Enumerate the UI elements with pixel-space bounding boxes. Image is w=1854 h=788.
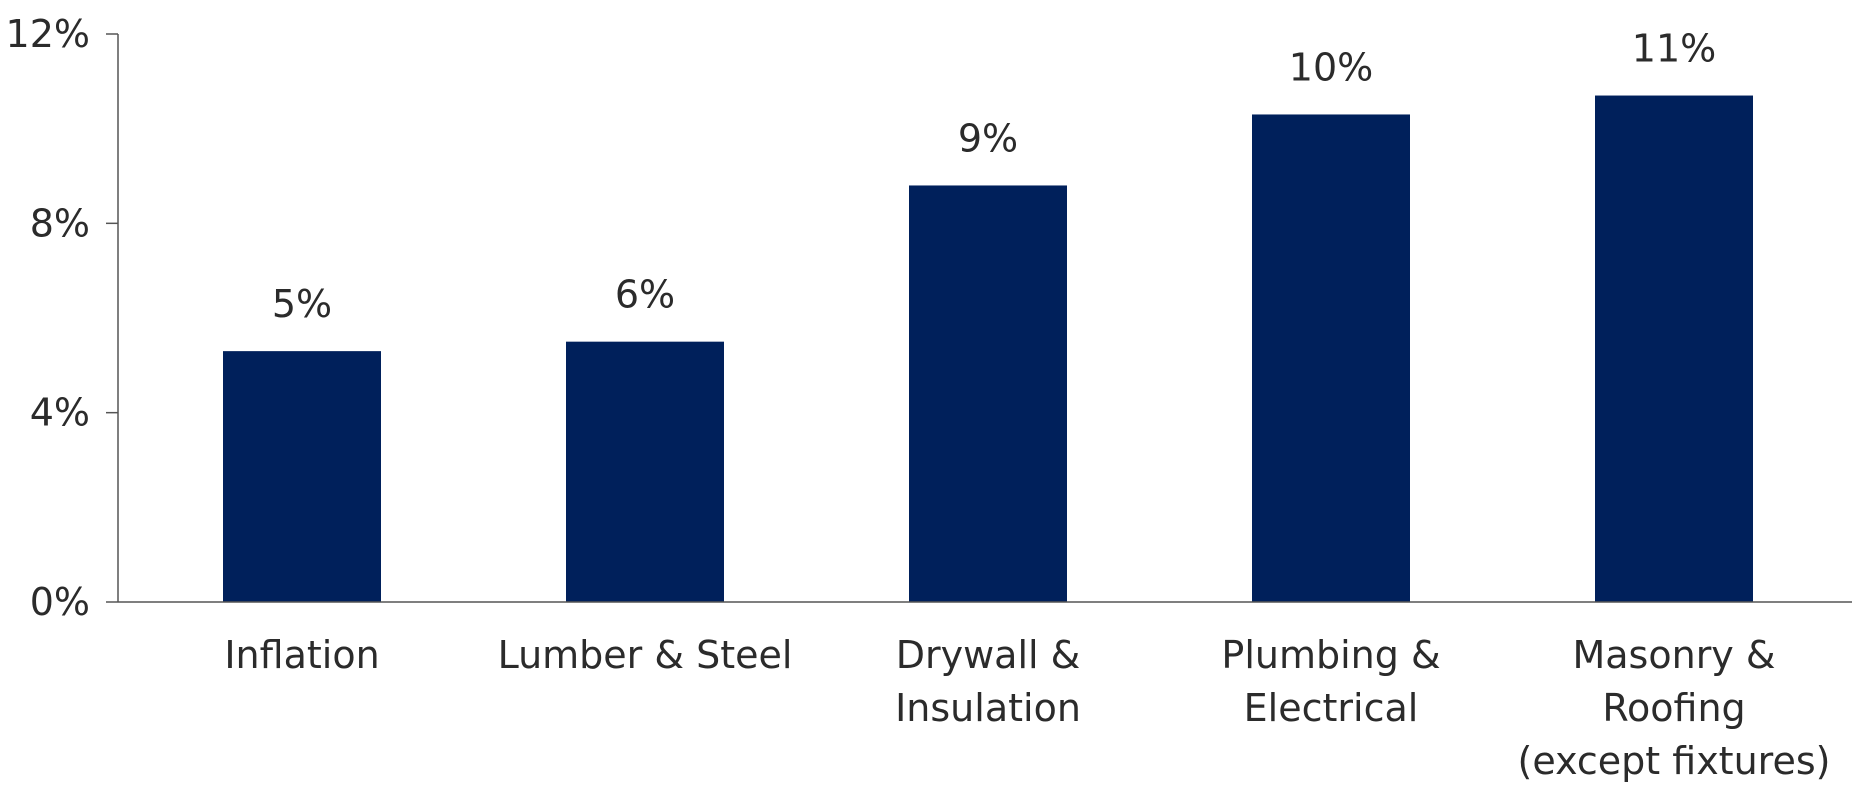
- x-axis: Inflation Lumber & Steel Drywall & Insulati…: [118, 601, 1852, 783]
- x-category-label-line: (except fixtures): [1518, 739, 1831, 783]
- x-category-label-line: Drywall &: [896, 633, 1081, 677]
- bar: [1595, 95, 1753, 603]
- bar-value-label: 5%: [272, 282, 332, 326]
- data-labels: 5% 6% 9% 10% 11%: [272, 27, 1716, 327]
- bar: [909, 185, 1067, 602]
- bar: [1252, 114, 1410, 602]
- y-tick-label: 8%: [30, 201, 90, 245]
- x-category-label-line: Roofing: [1602, 686, 1745, 730]
- y-tick-label: 0%: [30, 580, 90, 624]
- x-category-label-line: Electrical: [1244, 686, 1419, 730]
- x-category-label-line: Inflation: [224, 633, 379, 677]
- bar: [223, 351, 381, 602]
- x-category-label-line: Masonry &: [1572, 633, 1775, 677]
- x-category-label-line: Lumber & Steel: [498, 633, 793, 677]
- x-category-label: Masonry & Roofing (except fixtures): [1518, 633, 1831, 783]
- bar-value-label: 11%: [1632, 27, 1716, 71]
- bars: [223, 95, 1753, 603]
- bar-value-label: 10%: [1289, 45, 1373, 89]
- x-category-label-line: Insulation: [895, 686, 1081, 730]
- bar: [566, 341, 724, 602]
- bar-value-label: 9%: [958, 116, 1018, 160]
- bar-value-label: 6%: [615, 273, 675, 317]
- y-tick-label: 4%: [30, 391, 90, 435]
- x-category-label: Inflation: [224, 633, 379, 677]
- x-category-label-line: Plumbing &: [1221, 633, 1440, 677]
- y-tick-label: 12%: [6, 12, 90, 56]
- y-axis: 0% 4% 8% 12%: [6, 12, 119, 624]
- x-category-label: Plumbing & Electrical: [1221, 633, 1440, 730]
- x-category-label: Lumber & Steel: [498, 633, 793, 677]
- x-category-label: Drywall & Insulation: [895, 633, 1081, 730]
